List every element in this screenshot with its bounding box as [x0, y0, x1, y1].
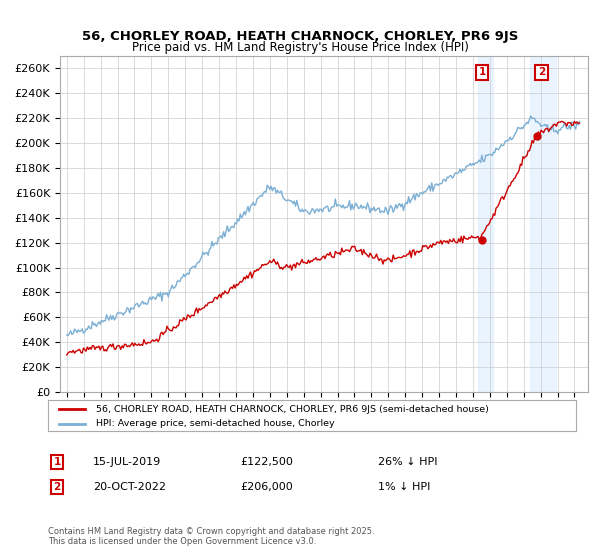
Text: £122,500: £122,500 [240, 457, 293, 467]
Text: 1% ↓ HPI: 1% ↓ HPI [378, 482, 430, 492]
Text: Price paid vs. HM Land Registry's House Price Index (HPI): Price paid vs. HM Land Registry's House … [131, 41, 469, 54]
Text: 1: 1 [53, 457, 61, 467]
Text: 20-OCT-2022: 20-OCT-2022 [93, 482, 166, 492]
Text: 26% ↓ HPI: 26% ↓ HPI [378, 457, 437, 467]
Bar [530, 56, 556, 392]
Text: 56, CHORLEY ROAD, HEATH CHARNOCK, CHORLEY, PR6 9JS: 56, CHORLEY ROAD, HEATH CHARNOCK, CHORLE… [82, 30, 518, 43]
Text: £206,000: £206,000 [240, 482, 293, 492]
Text: HPI: Average price, semi-detached house, Chorley: HPI: Average price, semi-detached house,… [95, 419, 334, 428]
Text: 15-JUL-2019: 15-JUL-2019 [93, 457, 161, 467]
Text: 1: 1 [478, 67, 485, 77]
Bar [478, 56, 493, 392]
Text: 56, CHORLEY ROAD, HEATH CHARNOCK, CHORLEY, PR6 9JS (semi-detached house): 56, CHORLEY ROAD, HEATH CHARNOCK, CHORLE… [95, 404, 488, 413]
Text: Contains HM Land Registry data © Crown copyright and database right 2025.
This d: Contains HM Land Registry data © Crown c… [48, 526, 374, 546]
Text: 2: 2 [53, 482, 61, 492]
Text: 2: 2 [538, 67, 545, 77]
